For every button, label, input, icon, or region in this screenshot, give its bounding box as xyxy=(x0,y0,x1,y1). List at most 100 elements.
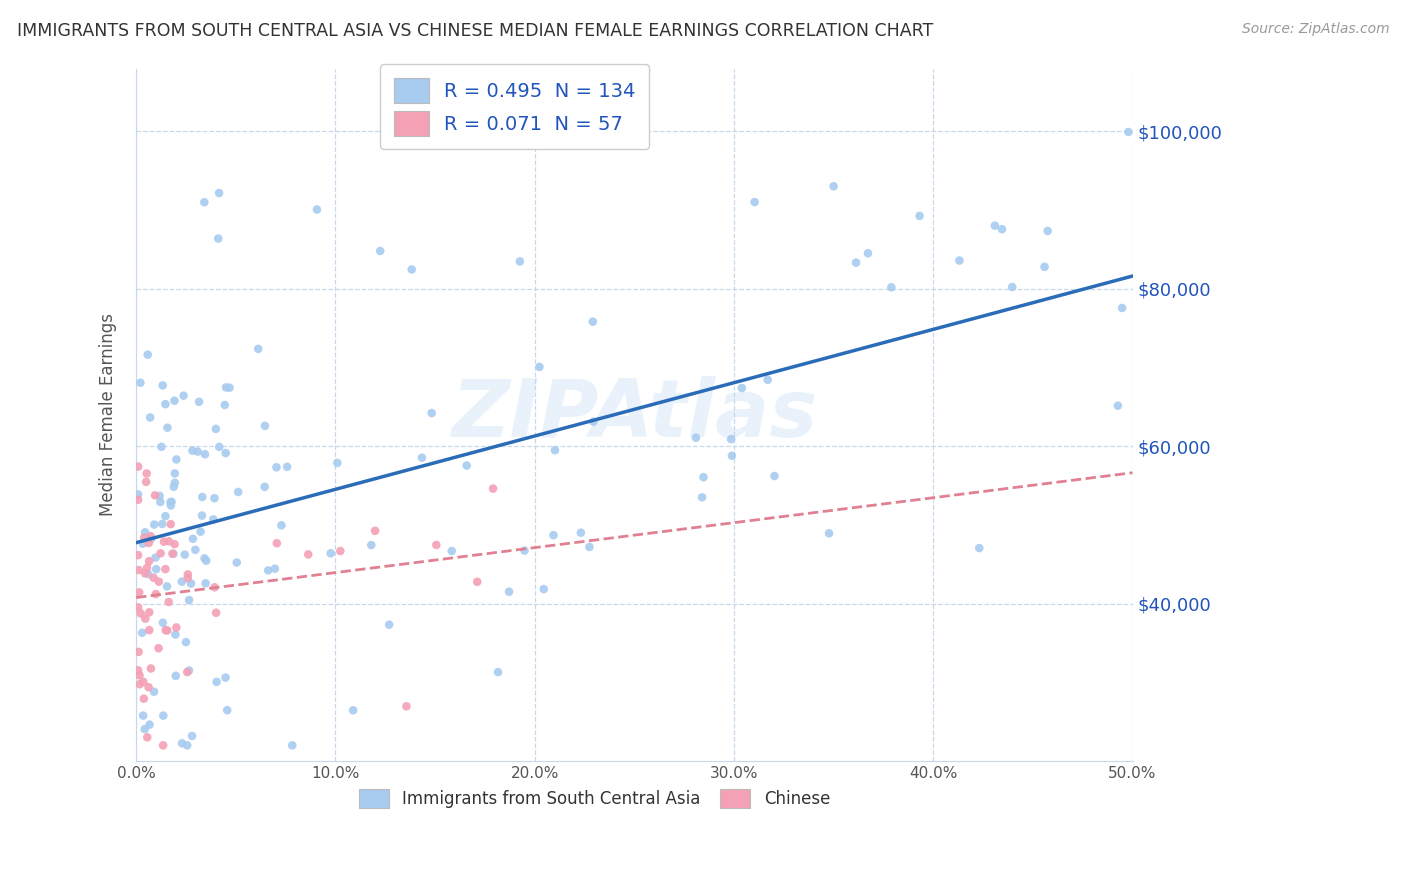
Point xyxy=(247,342,270,356)
Point xyxy=(205,422,228,436)
Point xyxy=(281,739,304,753)
Text: IMMIGRANTS FROM SOUTH CENTRAL ASIA VS CHINESE MEDIAN FEMALE EARNINGS CORRELATION: IMMIGRANTS FROM SOUTH CENTRAL ASIA VS CH… xyxy=(17,22,934,40)
Point xyxy=(127,600,149,615)
Point xyxy=(156,624,179,638)
Point xyxy=(176,665,198,679)
Text: ZIPAtlas: ZIPAtlas xyxy=(451,376,817,454)
Point xyxy=(1033,260,1056,274)
Point xyxy=(191,490,214,504)
Point xyxy=(143,684,166,698)
Point xyxy=(152,708,174,723)
Point xyxy=(582,415,605,429)
Point xyxy=(319,546,342,560)
Point xyxy=(184,542,207,557)
Point xyxy=(253,418,276,433)
Point xyxy=(513,543,536,558)
Point xyxy=(162,547,184,561)
Text: Source: ZipAtlas.com: Source: ZipAtlas.com xyxy=(1241,22,1389,37)
Point xyxy=(204,491,226,506)
Point xyxy=(253,480,276,494)
Point xyxy=(969,541,991,555)
Point xyxy=(127,492,149,507)
Point xyxy=(195,554,218,568)
Point xyxy=(544,443,567,458)
Point xyxy=(132,708,155,723)
Point xyxy=(411,450,433,465)
Legend: Immigrants from South Central Asia, Chinese: Immigrants from South Central Asia, Chin… xyxy=(352,782,837,815)
Point xyxy=(156,420,179,434)
Point xyxy=(127,487,149,501)
Point xyxy=(297,548,319,562)
Point xyxy=(744,195,766,210)
Point xyxy=(214,398,236,412)
Point xyxy=(482,482,505,496)
Point xyxy=(142,571,165,585)
Point xyxy=(160,499,183,513)
Point xyxy=(498,584,520,599)
Point xyxy=(145,587,167,601)
Point xyxy=(138,536,160,550)
Point xyxy=(177,571,200,585)
Point xyxy=(214,671,236,685)
Point xyxy=(177,593,200,607)
Point xyxy=(170,574,193,589)
Point xyxy=(132,674,155,689)
Point xyxy=(420,406,443,420)
Point xyxy=(128,645,150,659)
Point xyxy=(155,397,177,411)
Point xyxy=(176,739,198,753)
Point xyxy=(153,534,176,549)
Point xyxy=(157,595,180,609)
Point xyxy=(138,623,160,637)
Point xyxy=(134,566,156,581)
Point xyxy=(174,635,197,649)
Point xyxy=(128,668,150,682)
Point xyxy=(138,554,160,568)
Point xyxy=(721,449,744,463)
Point xyxy=(143,488,166,502)
Point xyxy=(136,567,159,582)
Point xyxy=(157,534,180,549)
Point xyxy=(128,585,150,599)
Point xyxy=(134,612,156,626)
Point xyxy=(136,731,159,745)
Point xyxy=(148,641,170,656)
Point xyxy=(202,512,225,526)
Point xyxy=(134,722,156,736)
Point xyxy=(991,222,1014,236)
Point xyxy=(1111,301,1133,315)
Point xyxy=(257,563,280,577)
Point xyxy=(276,459,298,474)
Point xyxy=(150,440,173,454)
Point xyxy=(1036,224,1059,238)
Point xyxy=(731,381,754,395)
Point xyxy=(360,538,382,552)
Point xyxy=(145,562,167,576)
Point xyxy=(150,516,173,531)
Point xyxy=(368,244,391,258)
Point xyxy=(127,664,149,678)
Point xyxy=(163,467,186,481)
Point xyxy=(132,537,155,551)
Point xyxy=(155,509,177,524)
Point xyxy=(215,446,238,460)
Point xyxy=(569,525,592,540)
Point xyxy=(204,580,226,594)
Point xyxy=(149,489,172,503)
Point xyxy=(364,524,387,538)
Point xyxy=(486,665,509,680)
Point xyxy=(156,579,179,593)
Point xyxy=(326,456,349,470)
Point xyxy=(127,459,149,474)
Point xyxy=(165,620,187,634)
Point xyxy=(756,373,779,387)
Point xyxy=(129,607,152,621)
Point xyxy=(149,546,172,560)
Point xyxy=(159,495,181,509)
Point xyxy=(139,529,162,543)
Point xyxy=(138,680,160,694)
Point xyxy=(578,540,600,554)
Point xyxy=(529,359,551,374)
Point xyxy=(205,606,228,620)
Point xyxy=(173,548,195,562)
